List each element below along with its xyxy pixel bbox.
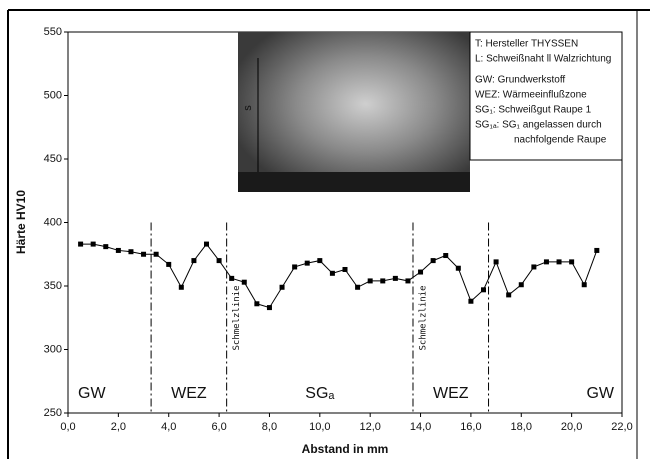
data-point xyxy=(531,264,537,270)
x-tick-label: 8,0 xyxy=(262,421,277,433)
y-tick-label: 250 xyxy=(44,407,62,419)
zone-label: GW xyxy=(78,385,106,402)
legend-text: L: Schweißnaht ll Walzrichtung xyxy=(475,54,611,65)
legend-text: SG₁: Schweißgut Raupe 1 xyxy=(475,105,592,116)
legend-text: WEZ: Wärmeeinflußzone xyxy=(475,90,587,101)
data-point xyxy=(556,259,562,265)
data-point xyxy=(317,258,323,264)
data-point xyxy=(128,249,134,255)
data-point xyxy=(216,258,222,264)
data-point xyxy=(430,258,436,264)
data-point xyxy=(543,259,549,265)
x-tick-label: 14,0 xyxy=(410,421,431,433)
data-point xyxy=(443,253,449,259)
data-point xyxy=(405,278,411,284)
data-point xyxy=(418,269,424,275)
x-tick-label: 10,0 xyxy=(309,421,330,433)
data-point xyxy=(292,264,298,270)
y-tick-label: 300 xyxy=(44,343,62,355)
x-tick-label: 18,0 xyxy=(511,421,532,433)
data-point xyxy=(254,301,260,307)
fusion-line-label: Schmelzlinie xyxy=(418,285,428,350)
data-point xyxy=(342,266,348,272)
y-tick-label: 400 xyxy=(44,216,62,228)
legend-box xyxy=(469,31,623,161)
legend-text: nachfolgende Raupe xyxy=(514,135,607,146)
data-point xyxy=(178,284,184,290)
data-point xyxy=(329,270,335,276)
data-point xyxy=(153,251,159,257)
data-point xyxy=(594,247,600,253)
data-point xyxy=(141,251,147,257)
legend-text: T: Hersteller THYSSEN xyxy=(475,39,578,50)
micrograph-base xyxy=(238,172,470,192)
data-point xyxy=(279,284,285,290)
data-point xyxy=(468,298,474,304)
y-tick-label: 450 xyxy=(44,153,62,165)
x-tick-label: 12,0 xyxy=(359,421,380,433)
data-point xyxy=(367,278,373,284)
y-axis-label: Härte HV10 xyxy=(14,190,28,254)
zone-label: GW xyxy=(586,385,614,402)
x-tick-label: 2,0 xyxy=(111,421,126,433)
data-point xyxy=(90,241,96,247)
data-point xyxy=(241,279,247,285)
data-point xyxy=(380,278,386,284)
legend-text: GW: Grundwerkstoff xyxy=(475,75,565,86)
x-tick-label: 20,0 xyxy=(561,421,582,433)
data-point xyxy=(229,275,235,281)
image-label: s xyxy=(242,105,254,111)
data-point xyxy=(191,258,197,264)
data-point xyxy=(493,259,499,265)
data-point xyxy=(78,241,84,247)
x-tick-label: 0,0 xyxy=(60,421,75,433)
zone-label: WEZ xyxy=(433,385,469,402)
data-point xyxy=(266,305,272,311)
data-point xyxy=(481,287,486,293)
x-axis-label: Abstand in mm xyxy=(302,442,389,456)
data-point xyxy=(569,259,575,265)
data-point xyxy=(355,284,361,290)
data-point xyxy=(392,275,398,281)
data-point xyxy=(115,247,121,253)
data-point xyxy=(166,261,172,267)
x-tick-label: 16,0 xyxy=(460,421,481,433)
y-tick-label: 500 xyxy=(44,89,62,101)
data-point xyxy=(506,292,512,298)
zone-label: WEZ xyxy=(171,385,207,402)
y-tick-label: 550 xyxy=(44,26,62,38)
data-point xyxy=(518,282,524,288)
micrograph xyxy=(238,32,470,192)
data-point xyxy=(455,265,461,271)
x-tick-label: 22,0 xyxy=(611,421,632,433)
zone-label: SGₐ xyxy=(305,385,335,402)
x-tick-label: 4,0 xyxy=(161,421,176,433)
fusion-line-label: Schmelzlinie xyxy=(232,285,242,350)
data-point xyxy=(581,282,587,288)
y-tick-label: 350 xyxy=(44,280,62,292)
x-tick-label: 6,0 xyxy=(211,421,226,433)
data-point xyxy=(103,244,109,250)
data-point xyxy=(304,260,310,266)
data-point xyxy=(204,241,209,247)
legend-text: SG₁ₐ: SG₁ angelassen durch xyxy=(475,120,602,131)
